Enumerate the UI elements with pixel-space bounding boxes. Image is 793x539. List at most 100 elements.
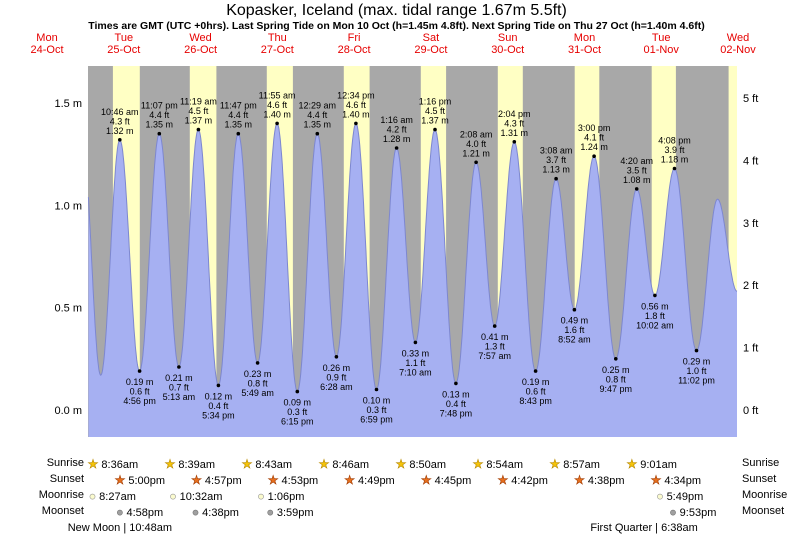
sunset-entry: ★ 4:45pm xyxy=(421,473,471,487)
day-date-label: 02-Nov xyxy=(720,44,756,56)
moonrise-entry: ● 10:32am xyxy=(169,489,222,503)
sunset-icon: ★ xyxy=(344,473,355,487)
tide-extreme-dot xyxy=(512,140,517,144)
moonrise-icon: ● xyxy=(169,489,176,503)
tide-extreme-dot xyxy=(216,383,221,388)
tide-extreme-dot xyxy=(454,381,458,386)
sunset-icon: ★ xyxy=(574,473,585,487)
high-tide-annotation: 11:07 pm 4.4 ft 1.35 m xyxy=(141,101,178,130)
low-tide-annotation: 0.49 m 1.6 ft 8:52 am xyxy=(558,316,591,345)
low-tide-annotation: 0.26 m 0.9 ft 6:28 am xyxy=(320,363,353,392)
sunrise-entry: ★ 8:39am xyxy=(165,457,215,471)
tide-extreme-dot xyxy=(492,324,497,328)
sunset-row-label-left: Sunset xyxy=(49,473,84,485)
tide-curve xyxy=(87,122,738,393)
sunrise-icon: ★ xyxy=(626,457,637,471)
moonset-icon: ● xyxy=(192,505,199,519)
tide-extreme-dot xyxy=(474,160,478,165)
sunset-entry: ★ 4:57pm xyxy=(191,473,241,487)
low-tide-annotation: 0.23 m 0.8 ft 5:49 am xyxy=(241,369,274,398)
sunrise-row-label-left: Sunrise xyxy=(46,457,84,469)
sunrise-icon: ★ xyxy=(165,457,176,471)
high-tide-annotation: 3:00 pm 4.1 ft 1.24 m xyxy=(578,123,611,152)
day-date-label: 25-Oct xyxy=(107,44,140,56)
sunrise-entry: ★ 8:50am xyxy=(396,457,446,471)
sunset-icon: ★ xyxy=(421,473,432,487)
sunrise-icon: ★ xyxy=(549,457,560,471)
tide-extreme-dot xyxy=(354,121,358,126)
high-tide-annotation: 3:08 am 3.7 ft 1.13 m xyxy=(540,146,573,175)
low-tide-annotation: 0.33 m 1.1 ft 7:10 am xyxy=(399,348,432,377)
moonrise-row-label-right: Moonrise xyxy=(742,489,788,501)
tide-extreme-dot xyxy=(118,138,122,142)
y-tick-left: 0.0 m xyxy=(54,405,82,417)
sunset-icon: ★ xyxy=(191,473,202,487)
sunrise-entry: ★ 8:46am xyxy=(319,457,369,471)
moonrise-entry: ● 8:27am xyxy=(89,489,136,503)
tide-extreme-dot xyxy=(196,127,201,132)
sunset-entry: ★ 4:49pm xyxy=(344,473,394,487)
sunset-icon: ★ xyxy=(268,473,279,487)
low-tide-annotation: 0.13 m 0.4 ft 7:48 pm xyxy=(440,389,473,418)
moonrise-icon: ● xyxy=(656,489,663,503)
y-tick-left: 1.5 m xyxy=(54,98,82,110)
tide-area xyxy=(88,123,737,438)
sunset-entry: ★ 4:53pm xyxy=(268,473,318,487)
tide-extreme-dot xyxy=(295,389,300,394)
low-tide-annotation: 0.10 m 0.3 ft 6:59 pm xyxy=(360,396,393,425)
high-tide-annotation: 12:34 pm 4.6 ft 1.40 m xyxy=(337,90,375,119)
high-tide-annotation: 11:19 am 4.5 ft 1.37 m xyxy=(180,97,217,126)
moon-phase-label: New Moon | 10:48am xyxy=(68,522,172,534)
moonset-entry: ● 4:58pm xyxy=(116,505,163,519)
sunrise-icon: ★ xyxy=(242,457,253,471)
tide-extreme-dot xyxy=(614,357,618,361)
moonset-icon: ● xyxy=(669,505,676,519)
moonrise-row-label-left: Moonrise xyxy=(38,489,84,501)
sunrise-entry: ★ 9:01am xyxy=(626,457,676,471)
low-tide-annotation: 0.56 m 1.8 ft 10:02 am xyxy=(636,301,674,330)
day-weekday-label: Wed xyxy=(727,32,749,44)
day-date-label: 28-Oct xyxy=(338,44,371,56)
sunrise-entry: ★ 8:57am xyxy=(549,457,599,471)
sunset-icon: ★ xyxy=(497,473,508,487)
high-tide-annotation: 11:55 am 4.6 ft 1.40 m xyxy=(259,90,296,119)
sunrise-icon: ★ xyxy=(473,457,484,471)
moonset-entry: ● 4:38pm xyxy=(192,505,239,519)
day-weekday-label: Tue xyxy=(652,32,671,44)
moonset-entry: ● 9:53pm xyxy=(669,505,716,519)
moonrise-icon: ● xyxy=(89,489,96,503)
moonset-icon: ● xyxy=(267,505,274,519)
tide-extreme-dot xyxy=(334,355,339,359)
tide-extreme-dot xyxy=(137,369,142,373)
day-date-label: 30-Oct xyxy=(491,44,524,56)
y-tick-left: 0.5 m xyxy=(54,303,82,315)
sunset-entry: ★ 5:00pm xyxy=(115,473,165,487)
tide-extreme-dot xyxy=(275,121,279,126)
tide-extreme-dot xyxy=(653,293,657,298)
low-tide-annotation: 0.19 m 0.6 ft 8:43 pm xyxy=(519,377,552,406)
moonset-entry: ● 3:59pm xyxy=(267,505,314,519)
low-tide-annotation: 0.41 m 1.3 ft 7:57 am xyxy=(478,332,511,361)
day-weekday-label: Mon xyxy=(574,32,595,44)
y-tick-right: 0 ft xyxy=(743,405,758,417)
low-tide-annotation: 0.12 m 0.4 ft 5:34 pm xyxy=(202,391,235,420)
y-tick-right: 4 ft xyxy=(743,155,758,167)
day-date-label: 24-Oct xyxy=(30,44,63,56)
high-tide-annotation: 1:16 pm 4.5 ft 1.37 m xyxy=(419,97,452,126)
moon-phase-label: First Quarter | 6:38am xyxy=(590,522,697,534)
day-date-label: 29-Oct xyxy=(414,44,447,56)
sunrise-entry: ★ 8:36am xyxy=(88,457,138,471)
day-weekday-label: Sun xyxy=(498,32,518,44)
low-tide-annotation: 0.09 m 0.3 ft 6:15 pm xyxy=(281,398,314,427)
tide-extreme-dot xyxy=(533,369,538,373)
day-weekday-label: Wed xyxy=(189,32,211,44)
sunset-icon: ★ xyxy=(115,473,126,487)
high-tide-annotation: 10:46 am 4.3 ft 1.32 m xyxy=(101,107,139,136)
tide-extreme-dot xyxy=(315,131,320,136)
sunrise-entry: ★ 8:54am xyxy=(473,457,523,471)
low-tide-annotation: 0.29 m 1.0 ft 11:02 pm xyxy=(678,357,715,386)
tide-extreme-dot xyxy=(177,365,181,369)
moonrise-icon: ● xyxy=(257,489,264,503)
